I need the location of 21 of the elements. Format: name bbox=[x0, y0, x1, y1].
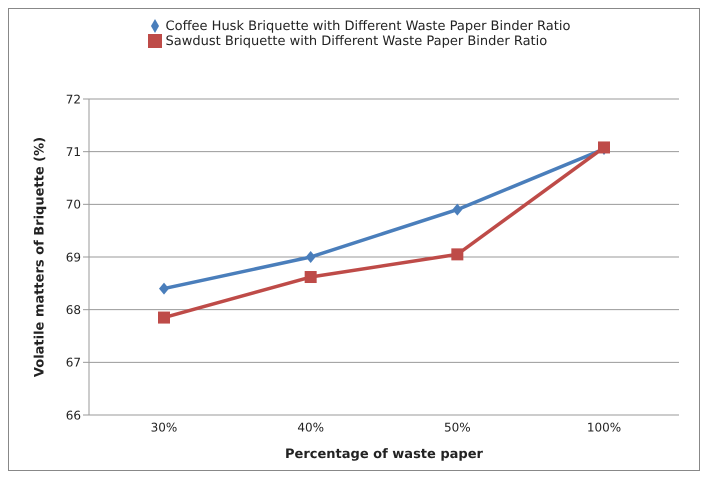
x-tick-label: 30% bbox=[150, 420, 178, 435]
y-tick-label: 67 bbox=[66, 356, 81, 370]
y-tick-label: 72 bbox=[66, 92, 81, 106]
y-tick-label: 71 bbox=[66, 144, 81, 159]
y-tick-label: 69 bbox=[66, 250, 81, 264]
point bbox=[159, 282, 169, 295]
y-tick-label: 68 bbox=[66, 302, 81, 317]
y-tick-label: 70 bbox=[66, 198, 81, 212]
y-axis-title: Volatile matters of Briquette (%) bbox=[32, 136, 48, 378]
point bbox=[158, 312, 170, 324]
point bbox=[304, 271, 317, 284]
point bbox=[451, 248, 464, 260]
point bbox=[306, 251, 316, 263]
x-tick-label: 40% bbox=[297, 420, 324, 435]
point bbox=[452, 204, 462, 216]
x-tick-label: 100% bbox=[586, 420, 622, 435]
y-tick-label: 66 bbox=[66, 408, 81, 422]
x-tick-label: 50% bbox=[444, 420, 471, 435]
x-axis-title: Percentage of waste paper bbox=[285, 447, 484, 462]
legend-label: Sawdust Briquette with Different Waste Paper Binder Ratio bbox=[166, 34, 548, 49]
legend-label: Coffee Husk Briquette with Different Waste Paper Binder Ratio bbox=[166, 19, 570, 34]
